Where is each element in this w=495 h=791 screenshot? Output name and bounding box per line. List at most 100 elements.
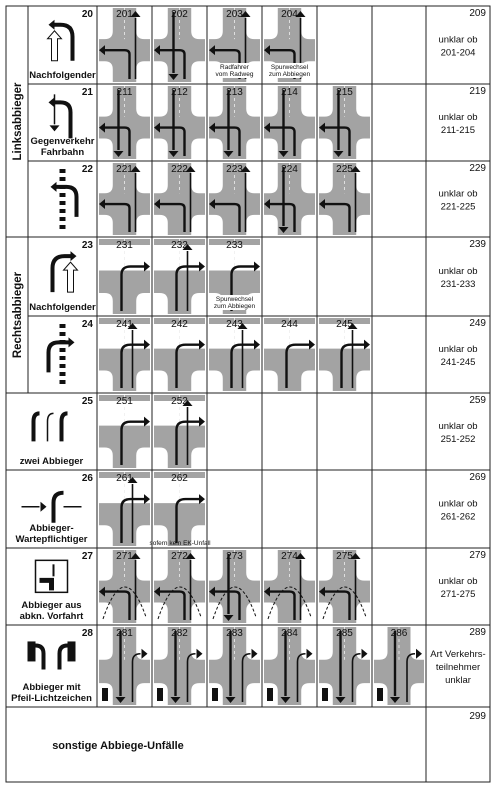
curb-corner bbox=[99, 138, 113, 159]
scene-number: 233 bbox=[226, 240, 243, 251]
track-marking bbox=[59, 225, 66, 229]
scene-225: 225 bbox=[319, 163, 370, 235]
scene-number: 231 bbox=[116, 240, 133, 251]
track-marking bbox=[59, 201, 66, 205]
curb-corner bbox=[301, 602, 315, 623]
curb-corner bbox=[99, 163, 113, 194]
curb-corner bbox=[264, 318, 315, 349]
arrow-head bbox=[223, 615, 234, 621]
priority-road-marking bbox=[212, 586, 257, 620]
subtotal-number: 209 bbox=[469, 8, 486, 19]
curb-corner bbox=[99, 8, 113, 40]
arrow-head bbox=[182, 244, 193, 250]
scene-caption: Spurwechsel bbox=[216, 296, 254, 303]
subtotal-number: 239 bbox=[469, 239, 486, 250]
arrow-head bbox=[209, 586, 215, 597]
curb-corner bbox=[154, 239, 205, 271]
arrow-head bbox=[99, 45, 105, 56]
arrow-head bbox=[319, 122, 325, 133]
category-number: 22 bbox=[82, 164, 94, 175]
curb-corner bbox=[99, 472, 150, 504]
arrow-path bbox=[296, 652, 306, 702]
traffic-light-icon bbox=[267, 688, 273, 701]
curb-corner bbox=[209, 318, 260, 349]
arrow-head bbox=[185, 553, 196, 559]
caption-backdrop bbox=[213, 295, 256, 310]
curb-corner bbox=[99, 214, 113, 235]
arrow-head bbox=[390, 697, 400, 703]
scene-201: 201 bbox=[99, 8, 150, 82]
curb-corner bbox=[301, 627, 315, 660]
scene-caption: zum Abbiegen bbox=[269, 71, 311, 78]
curb-corner bbox=[301, 214, 315, 235]
curb-corner bbox=[410, 683, 424, 705]
scene-244: 244 bbox=[264, 318, 315, 391]
table-frame bbox=[5, 5, 491, 783]
scene-number: 272 bbox=[171, 551, 188, 562]
curb-corner bbox=[154, 163, 168, 194]
arrow-head bbox=[333, 151, 344, 157]
arrow-head bbox=[141, 648, 148, 659]
category-label: Wartepflichtiger bbox=[16, 534, 88, 545]
scene-number: 282 bbox=[171, 628, 188, 639]
arrow-head bbox=[306, 648, 313, 659]
curb-corner bbox=[209, 163, 223, 194]
arrow-head bbox=[130, 11, 141, 17]
arrow-head bbox=[251, 648, 258, 659]
category-number: 24 bbox=[82, 319, 94, 330]
curb-corner bbox=[356, 683, 370, 705]
scene-caption: zum Abbiegen bbox=[214, 303, 256, 310]
unclear-note: 211-215 bbox=[441, 125, 475, 136]
curb-corner bbox=[209, 602, 223, 623]
curb-corner bbox=[136, 61, 150, 82]
curb-corner bbox=[191, 447, 205, 468]
arrow-head bbox=[99, 586, 105, 597]
category-label: Nachfolgender bbox=[29, 302, 96, 313]
curb-corner bbox=[246, 627, 260, 660]
curb-corner bbox=[191, 61, 205, 82]
scene-212: 212 bbox=[154, 86, 205, 159]
curb-corner bbox=[136, 683, 150, 705]
group-label: Rechtsabbieger bbox=[12, 271, 24, 358]
category-number: 25 bbox=[82, 396, 94, 407]
scene-number: 232 bbox=[171, 240, 188, 251]
arrow-path bbox=[186, 652, 196, 702]
curb-corner bbox=[209, 138, 223, 159]
scene-number: 215 bbox=[336, 87, 353, 98]
scene-number: 212 bbox=[171, 87, 188, 98]
other-label: sonstige Abbiege-Unfälle bbox=[52, 740, 184, 752]
arrow-path bbox=[215, 590, 241, 620]
unclear-note: unklar ob bbox=[438, 421, 477, 432]
arrow-head bbox=[127, 323, 138, 329]
scene-286: 286 bbox=[374, 627, 424, 705]
curb-corner bbox=[209, 239, 260, 271]
scene-213: 213 bbox=[209, 86, 260, 159]
arrow-head bbox=[154, 45, 160, 56]
turn-arrow-icon bbox=[50, 254, 71, 293]
curb-corner bbox=[301, 86, 315, 117]
arrow-path bbox=[120, 497, 144, 543]
arrow-path bbox=[160, 202, 186, 232]
scene-number: 251 bbox=[116, 396, 133, 407]
arrow-path bbox=[325, 126, 351, 156]
scene-number: 283 bbox=[226, 628, 243, 639]
curb-corner bbox=[191, 293, 205, 314]
arrow-path bbox=[351, 652, 361, 702]
scene-221: 221 bbox=[99, 163, 150, 235]
curb-corner bbox=[99, 627, 113, 660]
arrow-head bbox=[264, 586, 270, 597]
arrow-head bbox=[199, 494, 205, 505]
unclear-note: unklar ob bbox=[438, 576, 477, 587]
scene-285: 285 bbox=[319, 627, 370, 705]
curb-corner bbox=[301, 550, 315, 581]
arrow-path bbox=[131, 652, 141, 702]
arrow-head bbox=[168, 74, 179, 80]
curb-corner bbox=[136, 293, 150, 314]
arrow-head bbox=[99, 122, 105, 133]
track-marking bbox=[59, 332, 66, 336]
curb-corner bbox=[319, 86, 333, 117]
traffic-light-icon bbox=[212, 688, 218, 701]
arrow-head bbox=[264, 45, 270, 56]
arrow-head bbox=[115, 697, 126, 703]
